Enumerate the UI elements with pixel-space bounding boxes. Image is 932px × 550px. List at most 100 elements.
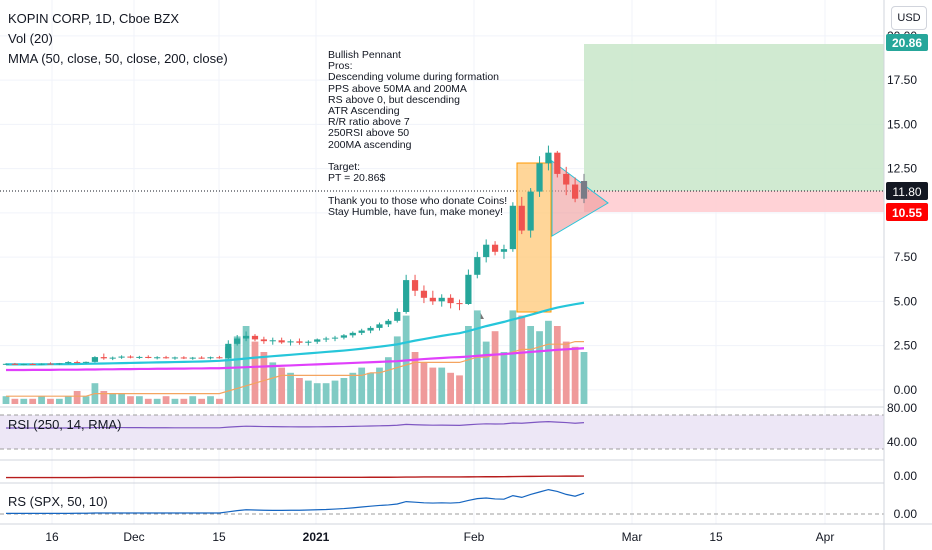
candle-body [314, 339, 321, 342]
candle-body [82, 361, 90, 363]
price-tick-label: 2.50 [894, 339, 918, 353]
volume-bar [109, 393, 117, 404]
candle-body [100, 357, 107, 359]
candle-body [74, 362, 81, 364]
target-price-badge: 20.86 [886, 34, 928, 51]
candle-body [154, 357, 161, 359]
volume-bar [38, 396, 45, 404]
candle-body [509, 205, 516, 250]
volume-bar [216, 398, 223, 404]
volume-bar [171, 398, 179, 404]
candle-body [2, 363, 10, 365]
volume-bar [491, 331, 499, 404]
time-tick-label: Dec [123, 530, 144, 544]
price-tick-label: 12.50 [887, 162, 917, 176]
candle-body [376, 324, 383, 328]
candle-body [207, 357, 214, 359]
candle-body [500, 249, 508, 252]
currency-button[interactable]: USD [891, 6, 927, 30]
volume-bar [384, 357, 392, 404]
mma-lines [6, 301, 585, 372]
candle-body [385, 320, 392, 325]
long-position-zones[interactable] [584, 44, 884, 212]
volume-bar [527, 326, 535, 404]
price-tick-label: 0.00 [894, 383, 918, 397]
atr-series [6, 475, 585, 479]
candle-body [474, 257, 481, 275]
time-tick-label: Apr [816, 530, 835, 544]
volume-bar [47, 398, 54, 404]
candle-body [287, 341, 294, 343]
volume-bar [224, 346, 232, 404]
rs-legend[interactable]: RS (SPX, 50, 10) [8, 494, 108, 509]
rs-series [6, 488, 585, 514]
symbol-title[interactable]: KOPIN CORP, 1D, Cboe BZX [8, 11, 179, 26]
flagpole-rectangle[interactable] [516, 162, 552, 313]
volume-bar [349, 372, 357, 404]
volume-bar [313, 383, 321, 404]
candle-body [180, 357, 187, 359]
candle-body [20, 364, 27, 365]
candle-body [465, 274, 472, 304]
price-tick-label: 5.00 [894, 294, 918, 308]
volume-bar [322, 383, 330, 404]
stop-price-value: 10.55 [892, 206, 922, 220]
volume-bar [465, 326, 472, 404]
target-price-value: 20.86 [892, 36, 922, 50]
rsi-legend[interactable]: RSI (250, 14, RMA) [8, 417, 121, 432]
volume-bar [153, 398, 161, 404]
volume-bar [340, 378, 348, 404]
stop-zone[interactable] [584, 191, 884, 212]
candle-body [367, 327, 374, 331]
candle-body [554, 152, 561, 174]
volume-bar [207, 396, 214, 404]
stop-price-badge: 10.55 [886, 203, 928, 221]
candle-body [260, 339, 267, 342]
candle-body [456, 303, 463, 305]
volume-bar [20, 398, 28, 404]
candle-body [38, 363, 45, 365]
target-zone[interactable] [584, 44, 884, 191]
candle-body [216, 357, 223, 359]
volume-bar [571, 346, 579, 404]
mma-legend[interactable]: MMA (50, close, 50, close, 200, close) [8, 51, 228, 66]
candle-body [278, 340, 285, 343]
candle-body [536, 163, 543, 192]
candle-body [429, 297, 436, 302]
volume-bar [376, 367, 383, 404]
volume-bar [545, 320, 552, 404]
candle-body [162, 357, 170, 359]
annotation-text[interactable]: Bullish Pennant Pros: Descending volume … [328, 49, 508, 218]
indicator-axes: 80.00 40.00 0.00 0.00 [887, 401, 917, 521]
volume-bar [198, 398, 206, 404]
indicator-tick-label: 80.00 [887, 401, 917, 415]
candle-body [305, 341, 312, 343]
volume-bar [553, 326, 561, 404]
indicator-tick-label: 0.00 [894, 507, 918, 521]
rsi-pane [0, 406, 884, 450]
candle-body [411, 280, 419, 291]
volume-bar [242, 326, 250, 404]
candle-body [323, 338, 330, 340]
candle-body [56, 363, 63, 365]
candle-body [47, 363, 54, 365]
candle-body [394, 311, 401, 321]
volume-bar [500, 352, 508, 404]
volume-bar [482, 341, 490, 404]
volume-bar [367, 372, 374, 404]
candle-body [251, 335, 259, 340]
candle-body [545, 152, 552, 164]
time-tick-label: 15 [212, 530, 226, 544]
vol-legend[interactable]: Vol (20) [8, 31, 53, 46]
candle-body [447, 297, 454, 304]
volume-bar [358, 367, 366, 404]
time-tick-label: Mar [622, 530, 643, 544]
volume-bar [144, 398, 152, 404]
current-price-badge: 11.80 [886, 182, 928, 200]
candle-body [189, 357, 196, 359]
price-tick-label: 15.00 [887, 117, 917, 131]
volume-bar [278, 367, 286, 404]
time-axis[interactable]: 16 Dec 15 2021 Feb Mar 15 Apr [45, 530, 834, 544]
candle-body [349, 332, 356, 336]
